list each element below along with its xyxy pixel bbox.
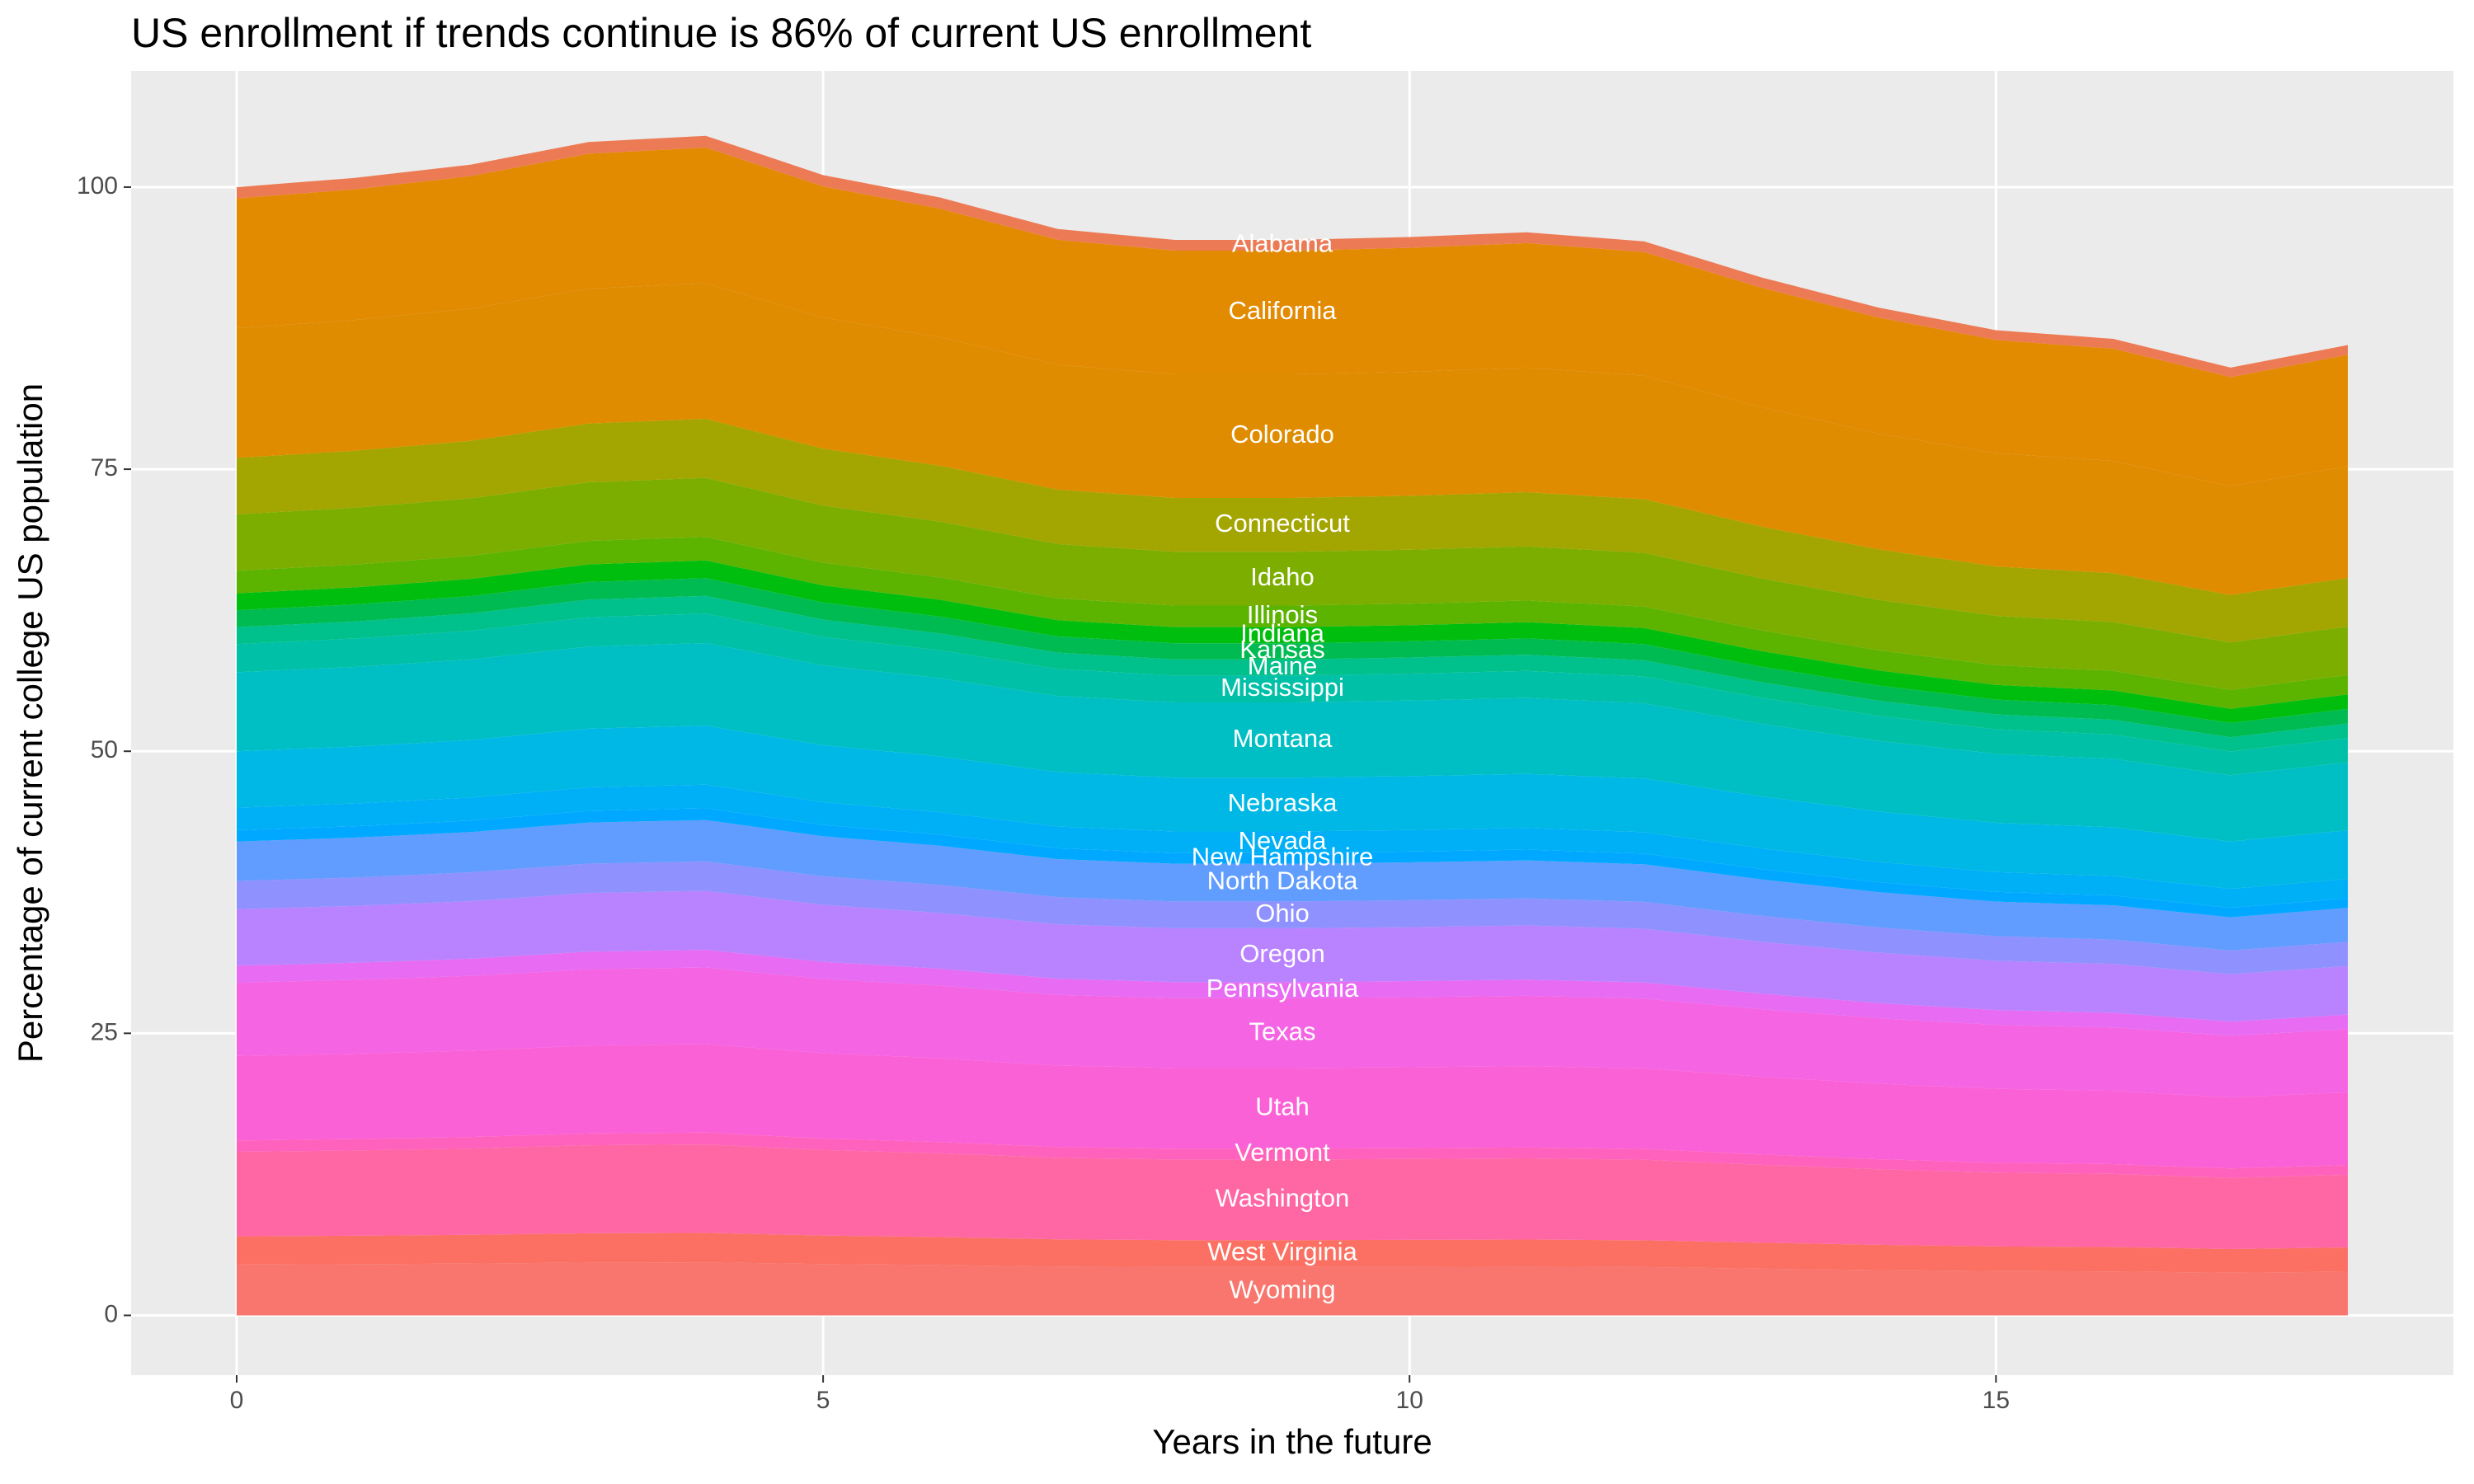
area-labels: Wyoming West Virginia Washington Vermont Uta…: [1192, 229, 1374, 1304]
series-label: Utah: [1255, 1092, 1309, 1121]
chart-title: US enrollment if trends continue is 86% …: [131, 10, 1311, 56]
y-tick-label: 0: [104, 1300, 118, 1327]
y-tick-label: 50: [91, 736, 118, 763]
area: [237, 148, 2348, 486]
series-label: Indiana: [1240, 619, 1324, 648]
area: [237, 967, 2348, 1098]
areas: [237, 135, 2348, 1316]
x-tick-label: 10: [1396, 1387, 1423, 1414]
series-label: California: [1229, 296, 1338, 325]
series-label: Nevada: [1239, 826, 1328, 855]
area: [237, 560, 2348, 723]
x-axis-title: Years in the future: [1152, 1422, 1432, 1461]
series-label: Illinois: [1247, 600, 1318, 629]
area: [237, 950, 2348, 1036]
series-label: New Hampshire: [1192, 842, 1374, 871]
area: [237, 1132, 2348, 1178]
series-label: Oregon: [1239, 939, 1324, 968]
y-tick-label: 100: [77, 172, 118, 200]
area: [237, 726, 2348, 890]
area: [237, 135, 2348, 378]
area: [237, 1044, 2348, 1169]
series-label: Wyoming: [1230, 1275, 1336, 1303]
y-axis-title: Percentage of current college US populat…: [11, 383, 49, 1063]
area: [237, 477, 2348, 690]
series-label: Ohio: [1255, 899, 1309, 928]
area: [237, 595, 2348, 752]
area: [237, 819, 2348, 951]
series-label: West Virginia: [1207, 1237, 1357, 1266]
area: [237, 642, 2348, 842]
series-label: North Dakota: [1207, 866, 1358, 895]
series-label: Texas: [1249, 1017, 1316, 1045]
series-label: Vermont: [1235, 1138, 1330, 1167]
area: [237, 784, 2348, 909]
series-label: Mississippi: [1221, 673, 1344, 702]
area: [237, 283, 2348, 595]
x-tick-label: 5: [816, 1387, 830, 1414]
y-tick-label: 25: [91, 1018, 118, 1045]
area: [237, 808, 2348, 918]
area: [237, 419, 2348, 643]
series-label: Kansas: [1239, 635, 1324, 664]
area: [237, 613, 2348, 776]
x-tick-label: 15: [1982, 1387, 2010, 1414]
area: [237, 861, 2348, 974]
series-label: Washington: [1216, 1183, 1350, 1212]
area: [237, 1144, 2348, 1250]
area: [237, 537, 2348, 709]
series-label: Colorado: [1230, 420, 1334, 448]
series-label: Connecticut: [1215, 509, 1350, 538]
area: [237, 578, 2348, 738]
series-label: Montana: [1233, 724, 1333, 753]
axes: 0 25 50 75 100 0 5 10 15: [77, 172, 2010, 1414]
series-label: Idaho: [1250, 562, 1315, 591]
series-label: Maine: [1248, 651, 1317, 680]
y-tick-label: 75: [91, 454, 118, 481]
series-label: Nebraska: [1228, 788, 1338, 817]
area: [237, 890, 2348, 1022]
area: [237, 1262, 2348, 1316]
x-tick-label: 0: [230, 1387, 244, 1414]
series-label: Alabama: [1232, 229, 1333, 258]
series-label: Pennsylvania: [1206, 974, 1359, 1003]
area: [237, 1233, 2348, 1273]
